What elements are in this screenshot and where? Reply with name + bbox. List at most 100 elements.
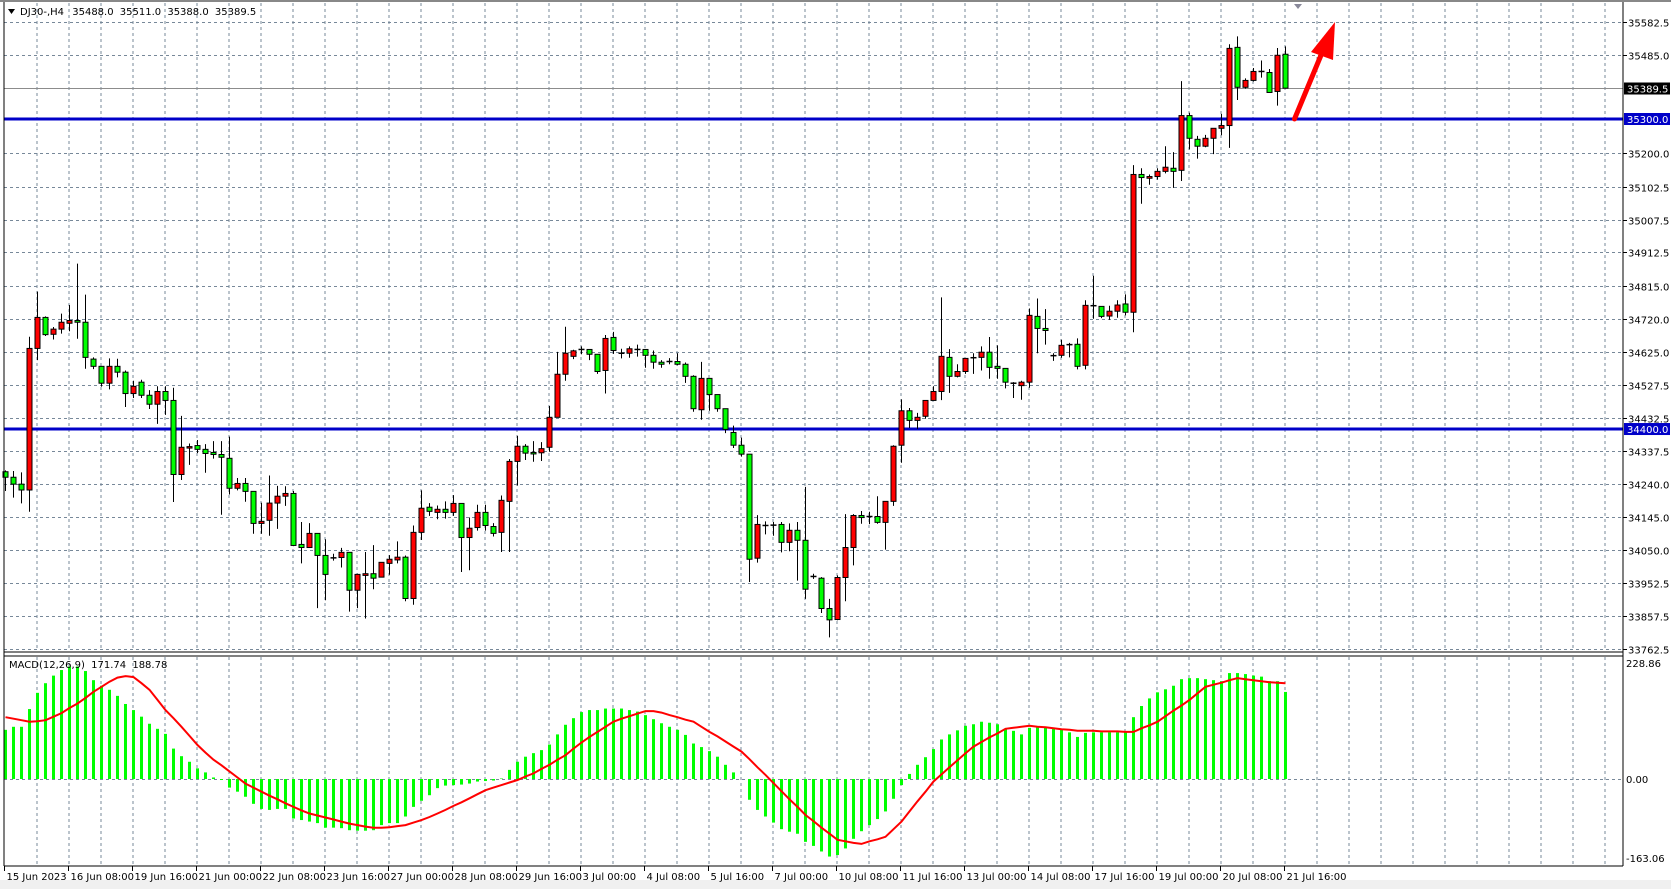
candle [546,405,553,452]
candle [1058,339,1065,358]
bull-candle-body [466,527,473,539]
bear-candle-body [138,381,145,396]
candle [1178,81,1185,182]
macd-histogram-bar [1212,680,1215,779]
bull-candle-body [186,446,193,449]
time-tick-label: 11 Jul 16:00 [903,872,963,883]
time-tick-label: 29 Jun 16:00 [519,872,583,883]
bull-candle-body [154,390,161,405]
candle [1034,298,1041,354]
bull-candle-body [842,547,849,578]
bull-candle-body [1250,70,1257,81]
macd-histogram-bar [836,779,839,856]
macd-histogram-bar [988,722,991,779]
candle [1114,300,1121,318]
candle [970,353,977,374]
candle [1050,353,1057,361]
svg-text:DJ30-,H4 35488.0 3: DJ30-,H4 35488.0 35511.0 35388.0 35389.5 [20,7,256,18]
bear-candle-body [746,453,753,560]
price-axis[interactable]: 35582.5 35485.0 35200.0 35102.5 35007.5 34912… [1623,19,1670,866]
macd-histogram-bar [364,779,367,831]
macd-histogram-bar [1228,673,1231,779]
macd-histogram-bar [372,779,375,831]
up-arrow-annotation[interactable] [1292,22,1336,122]
macd-histogram-bar [1236,673,1239,779]
candle [930,386,937,401]
bear-candle-body [74,320,81,323]
candle [674,353,681,366]
bear-candle-body [442,508,449,513]
time-tick-label: 27 Jun 00:00 [391,872,455,883]
price-tick-label: 34050.0 [1628,547,1669,558]
candle [898,399,905,463]
candle [794,522,801,581]
time-axis[interactable]: 15 Jun 2023 16 Jun 08:00 19 Jun 16:00 21 Ju… [4,866,1347,883]
candle [82,294,89,369]
candle [1186,112,1193,150]
bear-candle-body [1042,327,1049,332]
macd-histogram-bar [308,779,311,822]
bear-candle-body [458,502,465,539]
macd-histogram-bar [324,779,327,828]
macd-histogram-bar [828,779,831,857]
macd-histogram-bar [1196,678,1199,779]
candle [218,441,225,515]
macd-histogram-bar [844,779,847,849]
candle [106,358,113,390]
bull-candle-body [282,492,289,497]
chart-shift-marker-icon[interactable] [1294,4,1302,9]
symbol-timeframe: DJ30-,H4 [20,7,64,18]
macd-histogram-bar [636,711,639,779]
candle [98,365,105,387]
macd-histogram-bar [1204,679,1207,779]
candle [1242,78,1249,89]
price-tick-label: 34432.5 [1628,415,1669,426]
bear-candle-body [82,321,89,358]
bull-candle-body [602,337,609,371]
macd-histogram-bar [1076,736,1079,779]
candle [322,539,329,601]
bull-candle-body [26,347,33,491]
bull-candle-body [978,351,985,358]
triangle-down-icon[interactable] [8,9,15,14]
time-tick-label: 22 Jun 08:00 [263,872,327,883]
candle [170,387,177,503]
bear-candle-body [1266,71,1273,93]
price-tick-label: 35582.5 [1628,19,1669,30]
arrow-shaft[interactable] [1292,45,1327,122]
candle [1074,338,1081,370]
candle [978,346,985,371]
price-tick-label: 34912.5 [1628,249,1669,260]
macd-histogram-bar [348,779,351,831]
bear-candle-body [1034,315,1041,329]
macd-histogram-bar [68,666,71,779]
macd-histogram-bar [188,761,191,779]
bear-candle-body [482,511,489,526]
macd-histogram-bar [36,692,39,779]
macd-histogram-bar [812,779,815,846]
time-tick-label: 7 Jul 00:00 [775,872,829,883]
candle [90,357,97,370]
bear-candle-body [322,554,329,575]
bull-candle-body [378,561,385,578]
candle [858,511,865,524]
bear-candle-body [994,365,1001,369]
macd-histogram-bar [1100,732,1103,779]
candle [1026,308,1033,388]
macd-histogram-bar [268,779,271,810]
candle [234,477,241,491]
arrow-head-icon[interactable] [1311,22,1335,60]
bull-candle-body [1154,170,1161,178]
bear-candle-body [594,353,601,372]
horizontal-levels[interactable] [4,88,1623,431]
macd-histogram-bar [124,703,127,779]
candle [394,541,401,564]
candle [994,345,1001,379]
bear-candle-body [2,471,9,478]
bear-candle-body [1186,115,1193,139]
macd-histogram-bar [948,734,951,779]
macd-histogram-bar [1148,698,1151,779]
bull-candle-body [1026,314,1033,383]
candle [66,305,73,332]
